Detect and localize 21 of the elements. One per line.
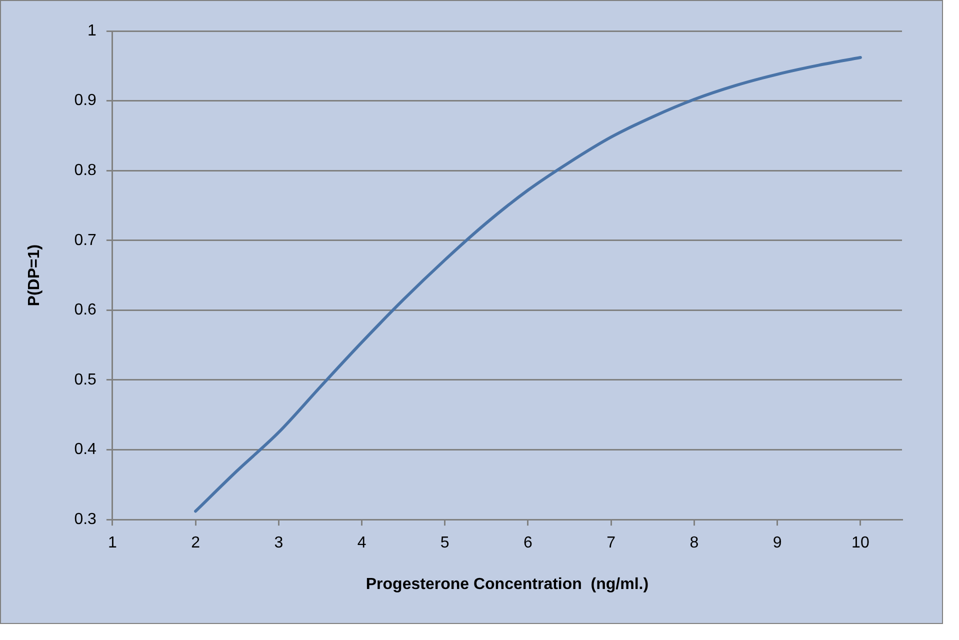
x-tick-label: 4 (357, 534, 366, 552)
x-tick-label: 7 (606, 534, 616, 552)
y-tick-label: 0.8 (74, 162, 97, 180)
x-tick-label: 3 (274, 534, 284, 552)
x-tick-label: 2 (191, 534, 200, 552)
x-axis-title: Progesterone Concentration (ng/ml.) (366, 576, 649, 593)
y-tick-label: 1 (88, 22, 97, 40)
x-tick-label: 8 (690, 534, 699, 552)
line-series (194, 56, 862, 513)
y-tick-label: 0.5 (74, 371, 97, 388)
y-tick-label: 0.6 (74, 302, 97, 319)
y-tick-label: 0.4 (74, 441, 97, 458)
x-tick-label: 5 (440, 534, 450, 552)
x-tick-label: 10 (852, 534, 870, 552)
x-tick-label: 6 (524, 534, 533, 552)
y-tick-label: 0.9 (74, 92, 97, 110)
y-axis-title: P(DP=1) (26, 244, 44, 306)
y-tick-label: 0.7 (74, 232, 97, 249)
x-tick-label: 1 (108, 534, 117, 552)
y-tick-label: 0.3 (74, 511, 97, 528)
x-tick-label: 9 (772, 534, 782, 552)
